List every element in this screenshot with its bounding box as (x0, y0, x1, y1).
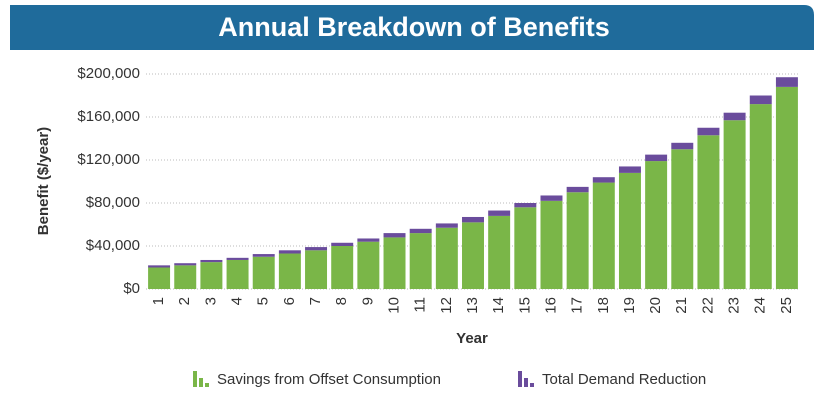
y-tick-label: $80,000 (86, 194, 140, 211)
x-tick-label: 16 (542, 297, 559, 314)
bar-segment (540, 200, 563, 289)
x-tick-label: 21 (673, 297, 690, 314)
bar-segment (357, 241, 380, 289)
bar-segment (540, 195, 563, 201)
y-tick-label: $0 (123, 280, 140, 297)
bar-segment (409, 228, 432, 234)
bar-segment (174, 265, 197, 289)
bar-segment (278, 253, 301, 289)
bar-segment (671, 149, 694, 289)
x-tick-label: 17 (569, 297, 586, 314)
x-tick-label: 19 (621, 297, 638, 314)
x-tick-label: 13 (464, 297, 481, 314)
x-tick-label: 22 (699, 297, 716, 314)
title-bar (10, 5, 814, 50)
bar-segment (514, 207, 537, 289)
legend-icon (524, 378, 528, 387)
bar-segment (566, 192, 589, 289)
chart-title: Annual Breakdown of Benefits (218, 12, 610, 42)
bar-segment (305, 250, 328, 289)
legend-icon (199, 378, 203, 387)
bar-segment (226, 259, 249, 289)
bar-segment (566, 186, 589, 193)
bar-segment (174, 263, 197, 266)
bar-segment (723, 112, 746, 121)
bar-segment (514, 203, 537, 208)
x-tick-label: 20 (647, 297, 664, 314)
bar-segment (357, 238, 380, 242)
x-tick-label: 7 (307, 297, 324, 305)
bar-segment (278, 250, 301, 254)
bar-segment (592, 177, 615, 183)
bar-segment (645, 154, 668, 162)
x-tick-label: 10 (385, 297, 402, 314)
x-tick-label: 6 (281, 297, 298, 305)
bar-segment (148, 267, 171, 289)
legend-label: Savings from Offset Consumption (217, 371, 441, 388)
bar-segment (462, 216, 484, 223)
x-tick-label: 8 (333, 297, 350, 305)
y-tick-label: $160,000 (77, 108, 140, 125)
bar-segment (592, 182, 615, 289)
x-tick-label: 12 (438, 297, 455, 314)
bar-segment (671, 142, 694, 150)
bar-segment (252, 254, 275, 257)
bar-segment (488, 210, 511, 216)
bar-segment (488, 215, 511, 289)
legend-icon (530, 383, 534, 387)
x-tick-label: 1 (150, 297, 167, 305)
bar-segment (200, 259, 223, 263)
legend-icon (518, 371, 522, 387)
bar-segment (435, 223, 458, 228)
bar-segment (226, 257, 249, 260)
x-tick-label: 2 (176, 297, 193, 305)
y-tick-label: $200,000 (77, 65, 140, 82)
bar-segment (749, 95, 772, 105)
bar-segment (331, 246, 354, 289)
bar-segment (383, 237, 406, 289)
bar-segment (331, 242, 354, 246)
bar-segment (697, 135, 720, 289)
bar-segment (200, 262, 223, 289)
bar-segment (383, 233, 406, 238)
x-tick-label: 5 (255, 297, 272, 305)
bar-segment (435, 227, 458, 289)
x-tick-label: 15 (516, 297, 533, 314)
legend-icon (193, 371, 197, 387)
x-tick-label: 9 (359, 297, 376, 305)
bar-segment (305, 247, 328, 251)
bar-segment (645, 161, 668, 289)
x-tick-label: 11 (412, 297, 429, 313)
x-tick-label: 24 (752, 297, 769, 314)
y-tick-label: $40,000 (86, 237, 140, 254)
bar-segment (409, 233, 432, 289)
bar-segment (618, 166, 641, 173)
x-tick-label: 23 (726, 297, 743, 314)
x-tick-label: 3 (202, 297, 219, 305)
bar-segment (775, 77, 798, 87)
bar-segment (462, 222, 484, 289)
legend-label: Total Demand Reduction (542, 371, 706, 388)
bar-segment (148, 265, 171, 268)
bar-segment (775, 86, 798, 290)
legend-icon (205, 383, 209, 387)
x-tick-label: 14 (490, 297, 507, 314)
y-tick-label: $120,000 (77, 151, 140, 168)
x-tick-label: 18 (595, 297, 612, 314)
x-tick-label: 4 (229, 297, 246, 305)
y-axis-label: Benefit ($/year) (35, 127, 52, 235)
bar-segment (252, 256, 275, 289)
bar-segment (697, 127, 720, 136)
bar-segment (618, 172, 641, 289)
x-axis-label: Year (456, 330, 488, 347)
x-tick-label: 25 (778, 297, 795, 314)
bar-segment (723, 120, 746, 289)
bar-segment (749, 104, 772, 289)
